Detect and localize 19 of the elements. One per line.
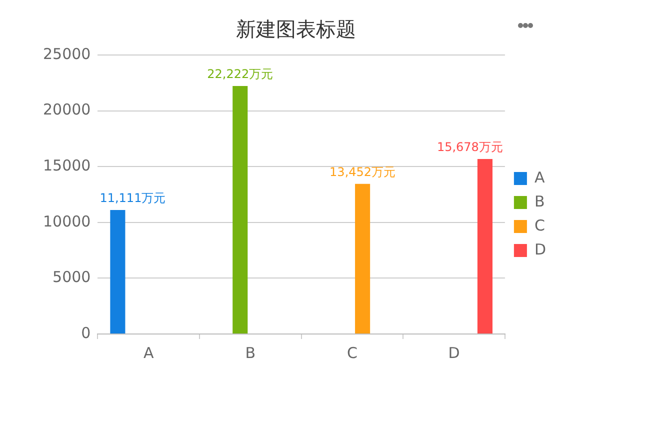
y-tick-label: 10000 — [43, 212, 91, 230]
x-tick-label: A — [143, 344, 154, 362]
y-tick-label: 25000 — [43, 44, 91, 63]
y-tick-label: 0 — [81, 324, 91, 342]
y-tick-label: 15000 — [43, 156, 91, 174]
data-label: 22,222万元 — [207, 67, 274, 82]
legend-label: C — [534, 216, 545, 234]
x-tick-label: B — [245, 344, 256, 362]
chart-title: 新建图表标题 — [236, 17, 356, 42]
y-tick-label: 5000 — [52, 268, 91, 286]
y-tick-label: 20000 — [43, 100, 91, 119]
data-label: 15,678万元 — [436, 140, 503, 154]
data-label: 11,111万元 — [100, 191, 166, 206]
x-tick-label: C — [346, 344, 358, 362]
data-label: 13,452万元 — [330, 165, 396, 179]
legend-label: B — [534, 192, 545, 210]
x-tick-label: D — [448, 344, 460, 362]
legend-label: D — [534, 240, 546, 258]
legend-label: A — [534, 168, 546, 186]
